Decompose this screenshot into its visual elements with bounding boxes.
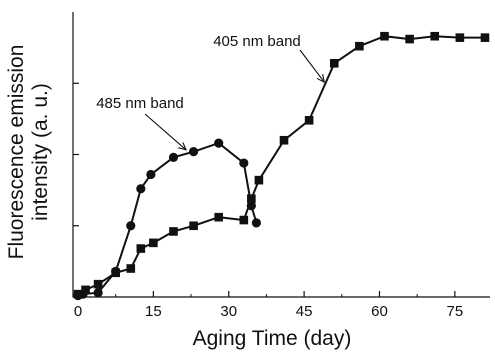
annotation-arrow (144, 113, 187, 151)
annotation-arrowhead (178, 142, 187, 151)
data-point (136, 244, 146, 253)
x-tick-label: 15 (145, 303, 162, 320)
data-point (355, 41, 364, 51)
data-point (188, 147, 199, 157)
x-tick-label: 0 (74, 303, 82, 320)
data-point (126, 221, 136, 231)
data-point (169, 227, 178, 236)
data-point (239, 158, 249, 168)
data-point (81, 285, 90, 295)
data-point (93, 288, 103, 298)
data-point (111, 268, 121, 278)
x-tick-label: 45 (296, 303, 313, 320)
data-point (304, 116, 314, 125)
x-tick-label: 60 (371, 303, 388, 320)
data-point (146, 169, 156, 180)
annotation-label: 405 nm band (213, 33, 301, 50)
series-layer (73, 31, 490, 301)
axes: 0 15 30 45 60 75 (72, 12, 490, 320)
series-2 (73, 31, 490, 299)
data-point (405, 34, 414, 44)
data-point (254, 175, 264, 185)
data-point (329, 59, 339, 68)
data-point (480, 33, 490, 42)
data-point (239, 215, 249, 225)
data-point (136, 184, 146, 194)
axis-frame (72, 12, 490, 298)
y-axis-title: Fluorescence emissionintensity (a. u.) (5, 45, 52, 260)
annotation-layer: 485 nm band 405 nm band (96, 33, 325, 151)
data-point (247, 194, 256, 203)
data-point (73, 289, 83, 299)
data-point (93, 279, 103, 289)
x-tick-label: 75 (446, 303, 463, 320)
annotation-arrow (299, 49, 325, 83)
y-axis-title-line-1: Fluorescence emission (5, 45, 28, 260)
annotation-arrowhead (316, 74, 325, 84)
data-point (430, 31, 440, 41)
y-axis-title-line-2: intensity (a. u.) (29, 83, 52, 221)
data-point (279, 135, 289, 145)
data-point (214, 138, 224, 148)
data-point (214, 212, 223, 222)
annotation-label: 485 nm band (96, 95, 184, 112)
data-point (168, 152, 179, 162)
data-point (455, 33, 465, 42)
x-axis-title: Aging Time (day) (193, 327, 352, 350)
data-point (126, 264, 136, 273)
data-point (380, 31, 389, 41)
data-point (149, 238, 158, 248)
series-line (77, 35, 485, 295)
x-tick-label: 30 (220, 303, 237, 320)
data-point (251, 218, 261, 228)
data-point (189, 221, 198, 231)
